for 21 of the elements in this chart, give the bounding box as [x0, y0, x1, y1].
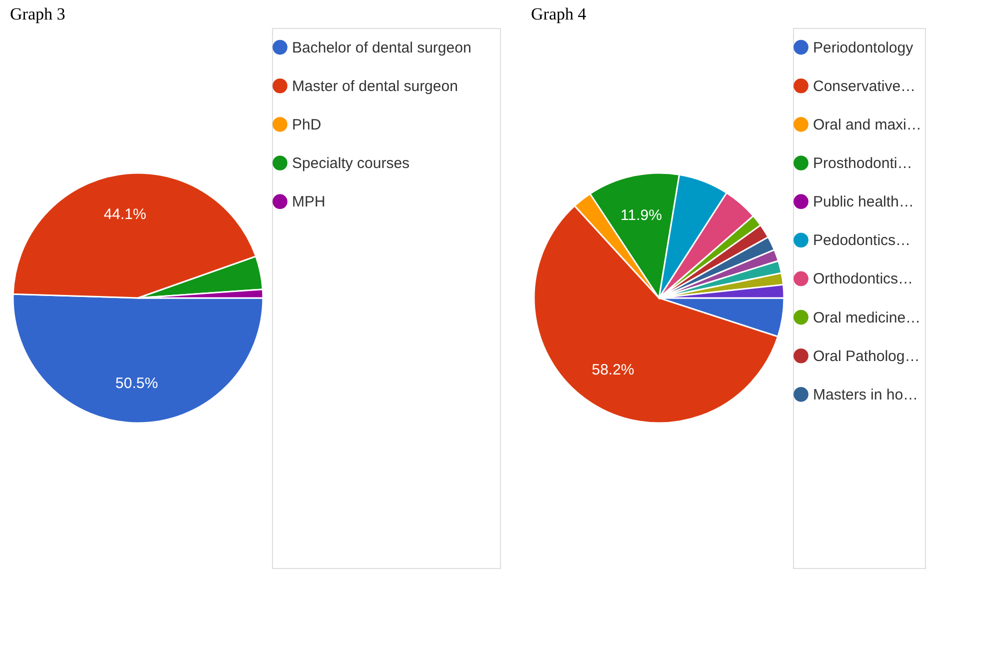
data-label: 11.9% — [620, 206, 662, 224]
legend-label: Specialty courses — [292, 155, 410, 172]
chart-title: Graph 4 — [531, 4, 587, 24]
data-label: 50.5% — [115, 374, 158, 392]
chart-title: Graph 3 — [10, 4, 66, 24]
legend-label: MPH — [292, 194, 326, 211]
legend-label: Oral medicine… — [813, 309, 921, 326]
legend-label: Masters in ho… — [813, 386, 918, 404]
legend-label: Pedodontics… — [813, 232, 911, 250]
data-label: 58.2% — [592, 361, 634, 378]
legend-label: Prosthodonti… — [813, 155, 912, 172]
legend-label: Master of dental surgeon — [292, 78, 458, 95]
legend-label: Periodontology — [813, 39, 914, 56]
legend-label: Oral Patholog… — [813, 348, 920, 365]
legend-label: Public health… — [813, 194, 914, 211]
data-label: 44.1% — [104, 206, 146, 224]
legend-label: Oral and maxi… — [813, 116, 922, 134]
legend-label: PhD — [292, 116, 322, 134]
legend-label: Orthodontics… — [813, 270, 914, 288]
legend-label: Bachelor of dental surgeon — [292, 39, 472, 56]
legend-label: Conservative… — [813, 78, 916, 95]
